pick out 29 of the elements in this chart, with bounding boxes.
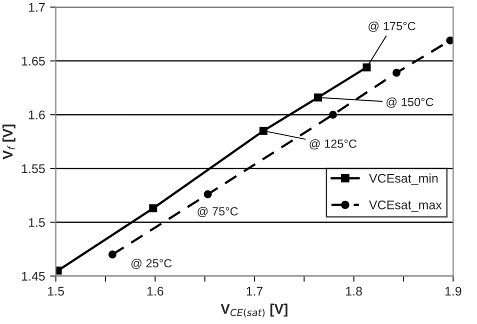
annotation: @ 75°C: [198, 206, 238, 218]
y-tick-label: 1.45: [22, 272, 45, 281]
point: [314, 93, 322, 102]
point: [204, 190, 212, 198]
y-axis-title: V$_{f}$ [V]: [2, 124, 16, 160]
y-tick-label: 1.7: [28, 3, 45, 12]
point: [149, 204, 158, 212]
x-tick-label: 1.6: [147, 286, 164, 296]
y-tick-label: 1.5: [28, 218, 45, 227]
x-tick-label: 1.7: [246, 286, 263, 296]
x-tick-label: 1.9: [445, 286, 462, 296]
x-axis-title: V$_{CE(sat)}$ [V]: [220, 304, 288, 318]
x-tick-label: 1.8: [346, 286, 362, 296]
y-tick-label: 1.65: [22, 56, 45, 66]
legend-label: VCEsat_max: [369, 200, 442, 212]
x-tick-label: 1.5: [48, 286, 64, 296]
annotation: @ 175°C: [368, 22, 416, 32]
y-tick-label: 1.55: [22, 164, 45, 174]
point: [446, 36, 454, 44]
annotation: @ 125°C: [310, 139, 357, 150]
point: [259, 126, 268, 135]
point: [392, 68, 401, 77]
annotation: @ 150°C: [386, 98, 434, 108]
point: [108, 250, 116, 259]
point: [362, 63, 371, 72]
annotation: @ 25°C: [131, 258, 172, 269]
legend-label: VCEsat_min: [369, 174, 438, 186]
y-tick-label: 1.6: [28, 110, 45, 120]
point: [328, 110, 337, 119]
